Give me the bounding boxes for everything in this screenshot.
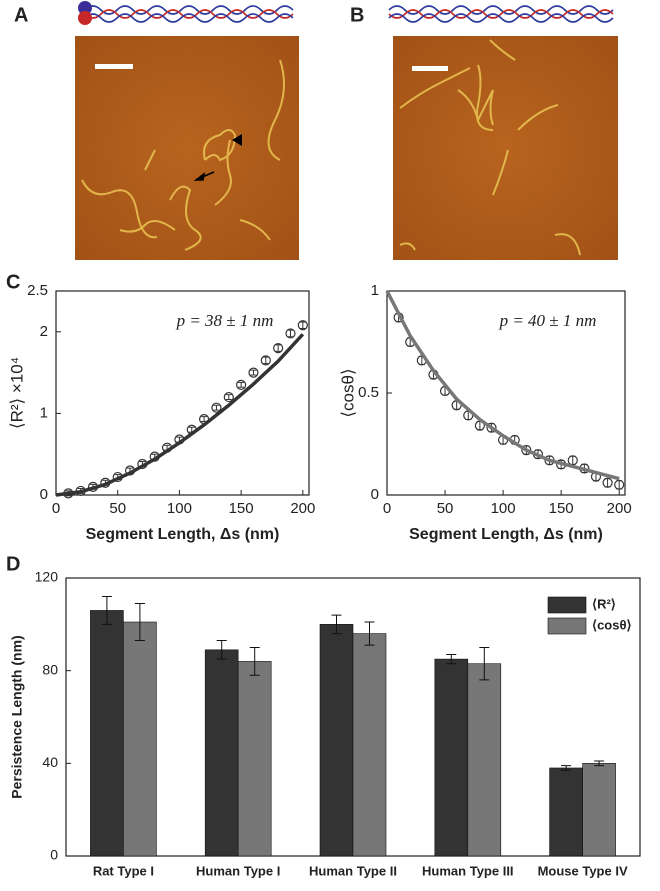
data-point xyxy=(236,379,247,390)
panel-label: A xyxy=(14,4,28,26)
data-point xyxy=(486,422,497,433)
data-point xyxy=(273,343,284,354)
y-tick-label: 0.5 xyxy=(358,384,379,401)
data-point xyxy=(248,367,259,378)
error-bar xyxy=(364,621,375,646)
bar xyxy=(319,624,354,857)
fit-line xyxy=(55,333,305,497)
error-bar xyxy=(238,381,245,388)
annotation: p = 40 ± 1 nm xyxy=(499,311,597,330)
error-bar xyxy=(134,602,145,642)
bar xyxy=(549,767,583,857)
error-bar xyxy=(275,344,282,352)
error-bar xyxy=(287,329,294,338)
data-point xyxy=(521,445,532,456)
error-bar xyxy=(201,416,208,423)
y-tick-label: 120 xyxy=(35,569,59,585)
annotation: p = 38 ± 1 nm xyxy=(176,311,274,330)
error-bar xyxy=(262,356,269,365)
error-bar xyxy=(213,404,220,411)
y-tick-label: 2.5 xyxy=(27,282,48,299)
x-axis-label: Segment Length, Δs (nm) xyxy=(86,526,280,543)
x-tick-label: Human Type III xyxy=(422,863,514,878)
y-tick-label: 0 xyxy=(40,486,48,503)
error-bar xyxy=(331,614,342,635)
x-tick-label: Human Type II xyxy=(309,863,397,878)
plot-frame xyxy=(55,290,310,496)
legend-swatch xyxy=(547,596,587,614)
error-bar xyxy=(569,455,576,465)
x-tick-label: 0 xyxy=(383,500,391,517)
error-bar xyxy=(299,321,306,330)
bar xyxy=(237,661,272,857)
panel-label: C xyxy=(6,271,20,293)
x-tick-label: Mouse Type IV xyxy=(538,863,628,878)
y-tick-label: 0 xyxy=(371,486,379,503)
x-tick-label: 150 xyxy=(549,500,574,517)
data-point xyxy=(260,355,271,366)
x-axis-label: Segment Length, Δs (nm) xyxy=(409,526,603,543)
bar xyxy=(123,621,157,857)
x-tick-label: Human Type I xyxy=(196,863,280,878)
error-bar xyxy=(604,478,611,488)
y-axis-label: ⟨R²⟩ ×10⁴ xyxy=(7,357,26,429)
y-tick-label: 80 xyxy=(42,661,58,677)
data-point xyxy=(223,391,234,403)
afm-image-b xyxy=(393,36,618,260)
data-point xyxy=(211,402,222,413)
legend-label: ⟨R²⟩ xyxy=(592,596,616,611)
helix-a xyxy=(78,1,294,25)
x-tick-label: 200 xyxy=(290,500,315,517)
x-tick-label: 150 xyxy=(229,500,254,517)
panel-label: D xyxy=(6,553,20,575)
bar xyxy=(352,633,387,857)
x-tick-label: 100 xyxy=(491,500,516,517)
error-bar xyxy=(101,596,112,625)
x-tick-label: 200 xyxy=(607,500,632,517)
bar xyxy=(204,649,239,857)
bar xyxy=(434,658,469,857)
error-bar xyxy=(446,653,457,665)
data-point xyxy=(614,479,625,490)
y-tick-label: 1 xyxy=(40,404,48,421)
error-bar xyxy=(594,760,605,767)
error-bar xyxy=(616,480,623,490)
error-bar xyxy=(249,647,260,676)
y-tick-label: 2 xyxy=(40,323,48,340)
helix-b xyxy=(388,5,614,23)
error-bar xyxy=(216,640,227,660)
error-bar xyxy=(225,394,232,401)
y-tick-label: 40 xyxy=(42,754,58,770)
y-tick-label: 1 xyxy=(371,282,379,299)
data-point xyxy=(602,477,613,488)
legend-label: ⟨cosθ⟩ xyxy=(592,617,632,632)
y-axis-label: ⟨cosθ⟩ xyxy=(338,368,357,417)
y-tick-label: 0 xyxy=(50,847,58,863)
error-bar xyxy=(479,647,490,681)
x-tick-label: 0 xyxy=(52,500,60,517)
x-tick-label: 50 xyxy=(437,500,454,517)
x-tick-label: 100 xyxy=(167,500,192,517)
legend-swatch xyxy=(547,617,587,635)
error-bar xyxy=(561,765,572,771)
error-bar xyxy=(250,369,257,376)
afm-image-a xyxy=(75,36,299,260)
x-tick-label: 50 xyxy=(109,500,126,517)
bar xyxy=(467,663,502,857)
y-axis-label: Persistence Length (nm) xyxy=(9,635,25,798)
panel-label: B xyxy=(350,4,364,26)
fit-line xyxy=(385,290,620,481)
x-tick-label: Rat Type I xyxy=(93,863,154,878)
data-point xyxy=(297,320,308,331)
bar xyxy=(582,763,616,857)
data-point xyxy=(285,328,296,339)
bar xyxy=(90,610,124,857)
